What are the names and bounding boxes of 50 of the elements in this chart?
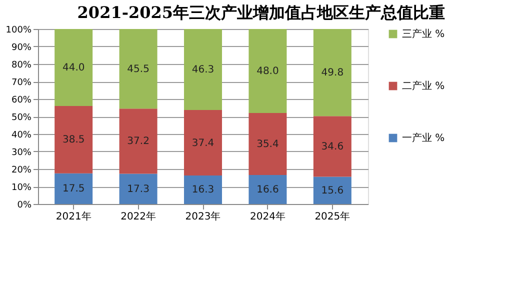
data-label: 38.5 [62,134,85,146]
bar [119,174,158,204]
y-tick-label: 70% [11,78,32,88]
bar [54,106,93,174]
y-tick-label: 80% [11,60,32,70]
x-tick-label: 2023年 [185,210,221,222]
data-label: 15.6 [321,185,344,196]
y-tick-label: 20% [11,166,32,176]
y-tick-label: 10% [11,183,32,193]
data-label: 48.0 [256,66,279,77]
y-tick-label: 60% [11,96,32,106]
bar [248,113,287,175]
x-tick-label: 2025年 [314,210,350,222]
data-label: 49.8 [321,68,344,79]
bar [248,174,287,204]
data-label: 17.5 [62,184,85,195]
chart-title: 2021-2025年三次产业增加值占地区生产总值比重 [77,3,445,22]
bar [184,175,222,204]
data-label: 16.3 [192,184,214,196]
data-label: 37.2 [127,136,150,148]
y-tick-label: 0% [17,200,32,210]
x-tick-label: 2022年 [120,210,156,222]
bar [313,176,352,204]
bar [119,29,158,109]
legend-label: 一产业 % [402,132,445,144]
legend-label: 二产业 % [402,80,445,92]
data-label: 45.5 [127,64,150,75]
x-tick-label: 2024年 [250,210,286,222]
bar [248,29,287,113]
data-label: 46.3 [192,64,214,76]
y-tick-label: 90% [11,43,32,53]
bar [119,108,158,174]
y-tick-label: 30% [11,148,32,158]
y-tick-label: 100% [6,26,32,36]
y-tick-label: 40% [11,130,32,140]
data-label: 34.6 [321,141,344,152]
data-label: 16.6 [256,184,279,196]
y-tick-label: 50% [11,113,32,123]
x-tick-label: 2021年 [56,210,92,222]
data-label: 17.3 [127,184,150,195]
data-label: 35.4 [256,138,279,150]
bar [184,29,222,110]
bar [184,110,222,176]
bar [54,29,93,106]
bar [313,116,352,177]
data-label: 37.4 [192,138,214,149]
bar [54,173,93,204]
bar [313,29,352,116]
legend-label: 三产业 % [402,28,445,40]
data-label: 44.0 [62,62,85,74]
